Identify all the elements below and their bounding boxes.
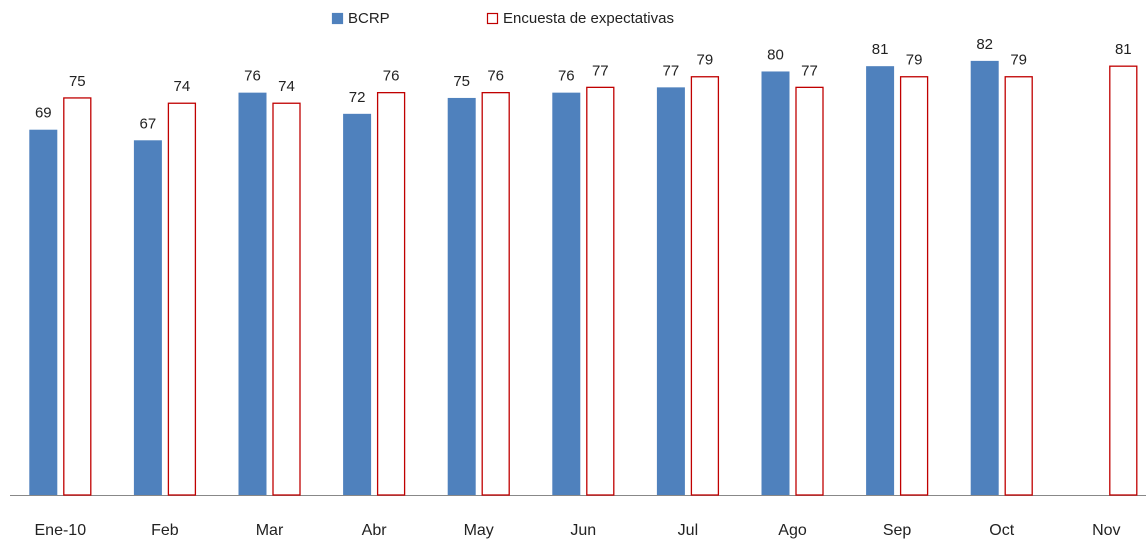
bar	[481, 91, 510, 496]
data-label: 76	[244, 68, 261, 85]
bar	[272, 102, 301, 496]
data-label: 82	[976, 36, 993, 53]
data-label: 81	[872, 41, 889, 58]
legend-swatch	[331, 12, 344, 25]
bar	[899, 76, 929, 496]
data-label: 76	[558, 68, 575, 85]
data-label: 74	[174, 78, 191, 95]
bar	[586, 86, 615, 496]
data-label: 77	[592, 62, 609, 79]
legend-label: Encuesta de expectativas	[503, 10, 674, 27]
x-tick-label: May	[464, 522, 494, 539]
bar	[238, 92, 267, 495]
x-tick-label: Ene-10	[35, 522, 87, 539]
x-tick-label: Mar	[256, 522, 284, 539]
legend-label: BCRP	[348, 10, 390, 27]
data-label: 69	[35, 105, 52, 122]
x-tick-label: Jul	[678, 522, 698, 539]
bar	[29, 129, 58, 496]
bar	[63, 97, 92, 496]
data-label: 77	[663, 62, 680, 79]
data-label: 79	[697, 52, 714, 69]
bar	[133, 140, 162, 495]
bar	[795, 86, 824, 496]
bar	[866, 66, 895, 496]
bar	[1109, 65, 1138, 496]
data-label: 74	[278, 78, 295, 95]
bar	[656, 87, 685, 496]
x-tick-label: Feb	[151, 522, 179, 539]
bar	[447, 97, 476, 496]
data-label: 76	[383, 68, 400, 85]
data-label: 75	[69, 73, 86, 90]
x-tick-label: Ago	[778, 522, 807, 539]
bar	[552, 92, 581, 495]
bar	[970, 60, 999, 495]
legend-swatch	[486, 12, 499, 25]
data-label: 67	[140, 115, 157, 132]
bar	[690, 76, 720, 496]
data-label: 79	[906, 52, 923, 69]
data-label: 76	[487, 68, 504, 85]
data-label: 77	[801, 62, 818, 79]
bar	[1004, 76, 1033, 496]
data-label: 72	[349, 89, 366, 106]
x-tick-label: Sep	[883, 522, 912, 539]
x-tick-label: Oct	[989, 522, 1014, 539]
bar	[343, 113, 372, 495]
data-label: 79	[1010, 52, 1027, 69]
data-label: 75	[453, 73, 470, 90]
x-tick-label: Jun	[570, 522, 596, 539]
data-label: 81	[1115, 41, 1132, 58]
bar	[167, 102, 197, 496]
bar	[376, 91, 406, 496]
data-label: 80	[767, 46, 784, 63]
x-tick-label: Abr	[362, 522, 388, 539]
bar	[761, 71, 790, 496]
x-tick-label: Nov	[1092, 522, 1120, 539]
